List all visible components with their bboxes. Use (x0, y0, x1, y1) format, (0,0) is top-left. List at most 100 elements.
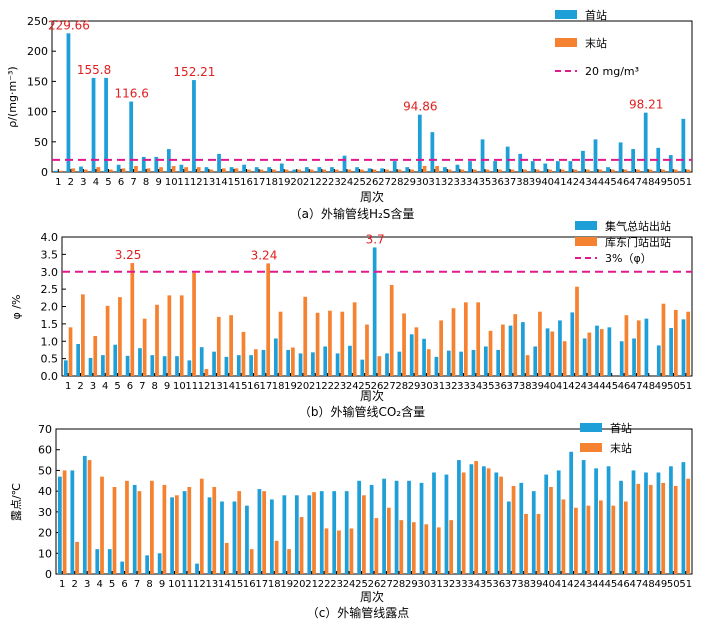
bar-series1 (125, 355, 130, 376)
bar-series2 (196, 167, 201, 172)
bar-series2 (159, 167, 163, 172)
bar-series2 (535, 169, 540, 172)
x-tick-label: 37 (507, 381, 520, 392)
x-tick-label: 20 (297, 381, 310, 392)
x-tick-label: 5 (109, 579, 115, 590)
bar-series2 (562, 341, 567, 376)
x-tick-label: 38 (519, 381, 532, 392)
x-tick-label: 25 (353, 177, 366, 188)
x-tick-label: 13 (206, 579, 219, 590)
y-tick-label: 20 (38, 527, 52, 540)
x-tick-label: 17 (259, 381, 272, 392)
bar-series2 (661, 169, 665, 172)
bar-series2 (485, 169, 490, 172)
x-tick-label: 14 (215, 177, 228, 188)
bar-series2 (272, 169, 276, 172)
x-tick-label: 6 (118, 177, 124, 188)
value-annotation: 116.6 (115, 87, 149, 101)
bar-series2 (299, 517, 304, 574)
x-tick-label: 40 (541, 177, 554, 188)
bar-series1 (618, 142, 623, 172)
bar-series1 (273, 338, 278, 376)
bar-series1 (556, 470, 561, 574)
bar-series1 (162, 356, 167, 376)
bar-series1 (417, 114, 422, 172)
bar-series2 (229, 315, 233, 376)
panel-b-caption: （b）外输管线CO₂含量 (299, 404, 425, 419)
bar-series2 (150, 480, 154, 574)
bar-series2 (347, 169, 352, 172)
bar-series1 (179, 164, 184, 172)
bar-series2 (187, 487, 192, 574)
bar-series2 (548, 169, 552, 172)
bar-series1 (530, 161, 535, 172)
bar-series2 (524, 513, 528, 574)
bar-series2 (162, 484, 167, 574)
bar-series2 (83, 169, 88, 172)
bar-series2 (426, 349, 431, 376)
legend-label: 首站 (585, 8, 607, 22)
x-tick-label: 42 (568, 381, 581, 392)
bar-series2 (513, 314, 518, 376)
bar-series1 (70, 470, 75, 574)
bar-series1 (656, 472, 661, 574)
x-tick-label: 16 (240, 177, 253, 188)
x-tick-label: 41 (554, 177, 567, 188)
x-tick-label: 29 (405, 579, 418, 590)
bar-series2 (171, 165, 176, 172)
legend-label: 集气总站出站 (605, 219, 671, 233)
bar-series1 (157, 553, 162, 574)
bar-series2 (322, 169, 327, 172)
x-tick-label: 4 (93, 177, 99, 188)
bar-series1 (82, 455, 87, 574)
bar-series2 (648, 484, 653, 574)
bar-series1 (544, 474, 549, 574)
bar-series1 (543, 163, 548, 172)
bar-series2 (686, 478, 691, 574)
legend-label: 末站 (610, 441, 632, 455)
x-tick-label: 7 (134, 579, 140, 590)
bar-series1 (481, 466, 486, 574)
bar-series1 (669, 466, 673, 574)
bar-series1 (385, 353, 389, 376)
x-tick-label: 41 (555, 579, 568, 590)
bar-series1 (286, 349, 291, 376)
bar-series1 (332, 491, 337, 574)
x-tick-label: 50 (667, 177, 680, 188)
bar-series1 (154, 156, 159, 172)
bar-series2 (585, 169, 590, 172)
x-tick-label: 27 (378, 177, 391, 188)
y-tick-label: 150 (27, 75, 48, 88)
bar-series2 (352, 302, 357, 376)
bar-series1 (457, 460, 461, 574)
value-annotation: 3.24 (251, 248, 278, 262)
bar-series2 (365, 324, 369, 376)
bar-series2 (108, 169, 113, 172)
bar-series2 (598, 169, 603, 172)
value-annotation: 229.66 (48, 18, 90, 32)
bar-series1 (95, 549, 100, 574)
x-tick-label: 6 (121, 579, 127, 590)
x-tick-label: 4 (102, 381, 108, 392)
bar-series2 (96, 167, 101, 172)
x-tick-label: 36 (494, 381, 507, 392)
x-tick-label: 4 (96, 579, 102, 590)
x-tick-label: 21 (303, 177, 316, 188)
x-tick-label: 11 (177, 177, 190, 188)
bar-series1 (249, 355, 253, 376)
x-tick-label: 29 (403, 177, 416, 188)
bar-series2 (87, 460, 92, 574)
x-tick-label: 19 (284, 381, 297, 392)
x-tick-label: 32 (445, 381, 458, 392)
bar-series2 (673, 309, 678, 376)
bar-series1 (422, 338, 426, 376)
bar-series1 (606, 466, 611, 574)
x-tick-label: 46 (618, 381, 631, 392)
bar-series2 (121, 168, 126, 172)
bar-series2 (287, 549, 291, 574)
bar-series2 (486, 468, 491, 574)
bar-series1 (342, 155, 347, 172)
legend-swatch (575, 237, 597, 246)
x-tick-label: 13 (202, 177, 215, 188)
